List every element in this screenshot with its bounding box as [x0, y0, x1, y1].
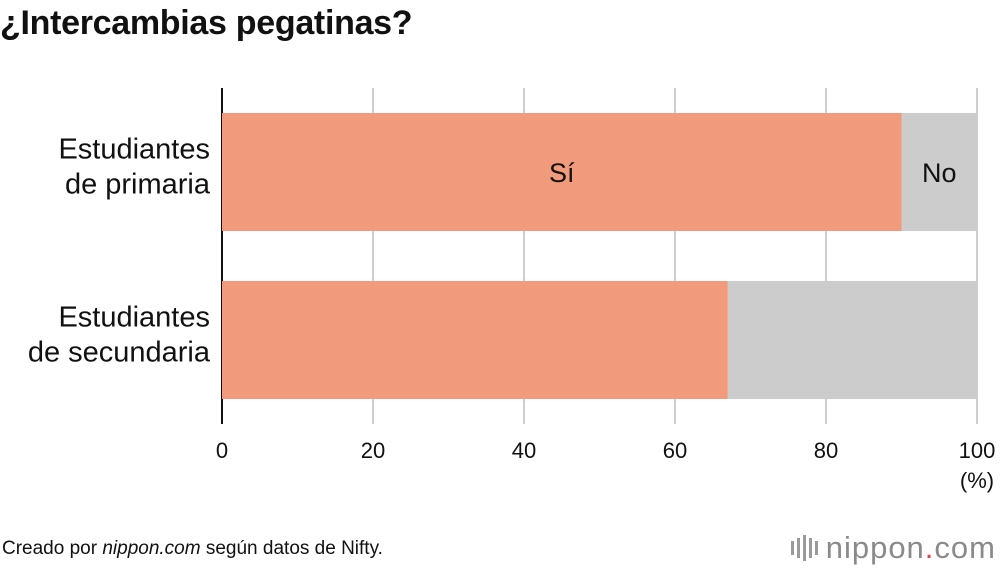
- x-tick-40: 40: [512, 438, 536, 463]
- category-label-1-line-2: de primaria: [65, 169, 211, 201]
- nippon-logo: nippon.com: [790, 530, 996, 566]
- logo-text: nippon.com: [826, 530, 996, 566]
- x-tick-20: 20: [361, 438, 385, 463]
- chart-title: ¿Intercambias pegatinas?: [0, 4, 413, 42]
- x-axis-unit: (%): [960, 468, 994, 493]
- source-prefix: Creado por: [2, 538, 103, 559]
- logo-tld: com: [934, 530, 996, 565]
- x-tick-0: 0: [216, 438, 228, 463]
- series-label-no: No: [922, 158, 957, 188]
- source-note: Creado por nippon.com según datos de Nif…: [2, 538, 383, 560]
- bar-2-s-: [222, 281, 728, 399]
- x-tick-60: 60: [663, 438, 687, 463]
- category-label-1-line-1: Estudiantes: [58, 134, 210, 166]
- bar-2-no: [727, 281, 977, 399]
- category-label-2-line-2: de secundaria: [28, 337, 211, 369]
- bar-1-no: [901, 113, 977, 231]
- source-suffix: según datos de Nifty.: [200, 538, 383, 559]
- bar-1-s-: [222, 113, 902, 231]
- logo-name: nippon: [825, 530, 925, 565]
- source-site[interactable]: nippon.com: [102, 538, 201, 559]
- x-tick-labels: 0 20 40 60 80 100 (%): [216, 438, 995, 493]
- x-tick-80: 80: [814, 438, 838, 463]
- x-tick-100: 100: [959, 438, 996, 463]
- bars: Sí No: [222, 113, 977, 399]
- category-label-2-line-1: Estudiantes: [58, 302, 210, 334]
- logo-bars-icon: [790, 535, 818, 561]
- series-label-s-: Sí: [549, 158, 575, 188]
- logo-dot: .: [924, 530, 935, 565]
